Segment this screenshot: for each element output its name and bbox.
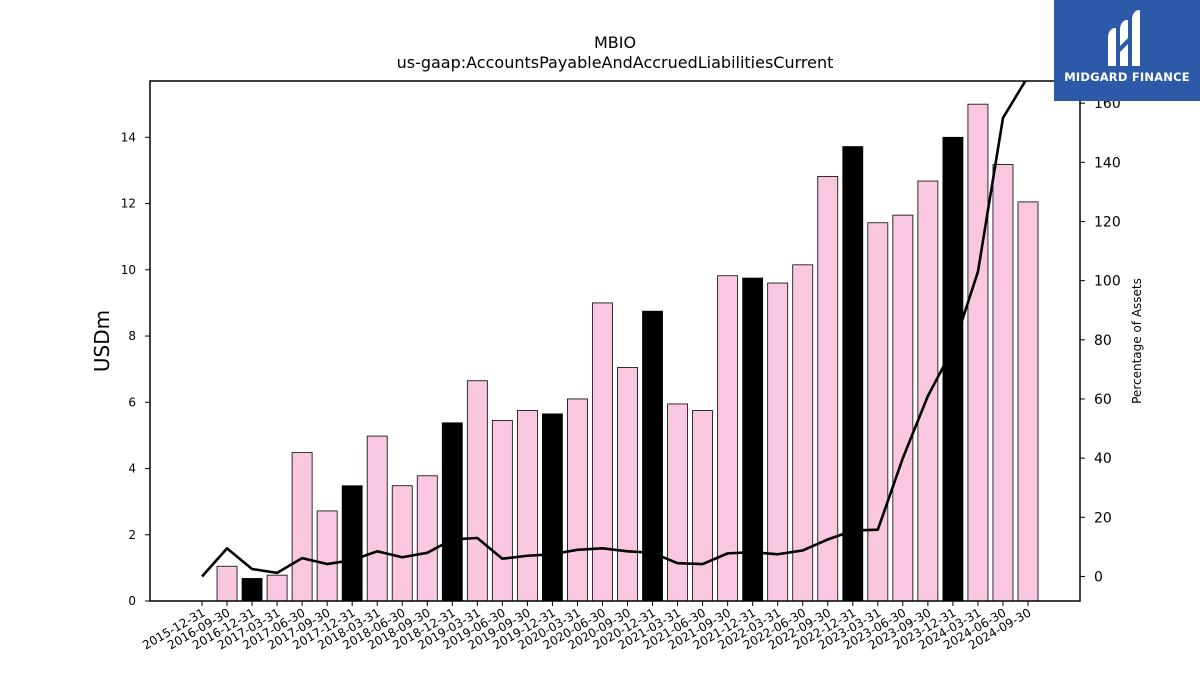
chart-subtitle: us-gaap:AccountsPayableAndAccruedLiabili… xyxy=(397,53,834,72)
percentage-line xyxy=(201,81,1027,578)
y2-tick-label: 80 xyxy=(1094,333,1112,349)
y-tick-label: 14 xyxy=(121,130,136,144)
y-tick-label: 6 xyxy=(128,395,136,409)
bar-2023-03-31 xyxy=(867,222,889,602)
bar-2017-09-30 xyxy=(316,510,338,602)
bar-2019-06-30 xyxy=(491,420,513,602)
chart-title: MBIO xyxy=(594,33,636,52)
y-tick-label: 12 xyxy=(121,197,136,211)
logo-text: MIDGARD FINANCE xyxy=(1064,70,1190,84)
y-axis-label: USDm xyxy=(90,310,114,372)
y-tick-label: 8 xyxy=(128,329,136,343)
logo: MIDGARD FINANCE xyxy=(1054,0,1200,101)
bar-2018-12-31 xyxy=(441,422,463,602)
y2-tick-label: 20 xyxy=(1094,510,1112,526)
axes-group: 024681012140204060801001201401602015-12-… xyxy=(121,80,1121,652)
bar-2023-09-30 xyxy=(917,180,939,602)
y-tick-label: 4 xyxy=(128,462,136,476)
y2-tick-label: 140 xyxy=(1094,155,1121,171)
bar-2021-06-30 xyxy=(692,410,714,602)
bar-2021-03-31 xyxy=(667,403,688,602)
bar-2016-12-31 xyxy=(241,578,263,602)
bar-2020-12-31 xyxy=(642,310,663,602)
y-tick-label: 0 xyxy=(128,594,136,608)
bar-2020-06-30 xyxy=(592,302,613,602)
y-tick-label: 10 xyxy=(121,263,136,277)
bar-2023-12-31 xyxy=(942,136,964,602)
bar-2024-03-31 xyxy=(967,103,989,602)
y2-tick-label: 100 xyxy=(1094,274,1121,290)
bar-2017-03-31 xyxy=(266,574,288,602)
bars-group xyxy=(216,103,1039,602)
y2-tick-label: 0 xyxy=(1094,569,1103,585)
bar-2017-12-31 xyxy=(341,485,363,602)
y2-tick-label: 120 xyxy=(1094,215,1121,231)
logo-mark-icon xyxy=(1108,10,1140,66)
bar-2024-09-30 xyxy=(1017,201,1039,602)
bar-2019-09-30 xyxy=(516,410,538,602)
plot-frame xyxy=(149,80,1081,602)
bar-2020-03-31 xyxy=(567,398,588,602)
bar-2020-09-30 xyxy=(617,367,638,602)
bar-2019-12-31 xyxy=(542,413,563,602)
y2-tick-label: 40 xyxy=(1094,451,1112,467)
bar-2024-06-30 xyxy=(992,164,1014,602)
bar-2018-03-31 xyxy=(366,435,388,602)
line-group xyxy=(201,81,1027,578)
y2-axis-label: Percentage of Assets xyxy=(1130,278,1144,404)
bar-2023-06-30 xyxy=(892,214,914,602)
y-tick-label: 2 xyxy=(128,528,136,542)
bar-2016-09-30 xyxy=(216,565,238,602)
bar-2018-09-30 xyxy=(416,475,438,602)
bar-2018-06-30 xyxy=(391,485,413,602)
y2-tick-label: 60 xyxy=(1094,392,1112,408)
bar-2019-03-31 xyxy=(466,380,488,602)
bar-2017-06-30 xyxy=(291,452,313,602)
